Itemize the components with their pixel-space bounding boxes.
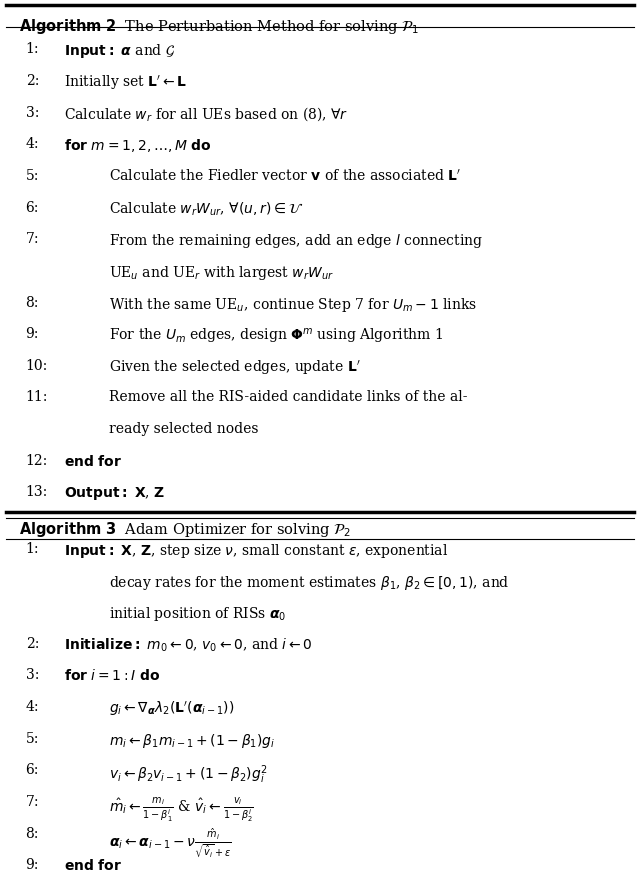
Text: 2:: 2:	[26, 636, 39, 650]
Text: ready selected nodes: ready selected nodes	[109, 422, 259, 436]
Text: 9:: 9:	[26, 327, 39, 341]
Text: $\boldsymbol{\alpha}_i \leftarrow \boldsymbol{\alpha}_{i-1} - \nu \frac{\hat{m}_: $\boldsymbol{\alpha}_i \leftarrow \bolds…	[109, 827, 232, 861]
Text: 1:: 1:	[26, 43, 39, 57]
Text: With the same UE$_u$, continue Step 7 for $U_m - 1$ links: With the same UE$_u$, continue Step 7 fo…	[109, 295, 477, 313]
Text: Initially set $\mathbf{L}' \leftarrow \mathbf{L}$: Initially set $\mathbf{L}' \leftarrow \m…	[64, 74, 187, 93]
Text: 6:: 6:	[26, 763, 39, 777]
Text: $\mathbf{Output:}$ $\mathbf{X}$, $\mathbf{Z}$: $\mathbf{Output:}$ $\mathbf{X}$, $\mathb…	[64, 485, 165, 502]
Text: $v_i \leftarrow \beta_2 v_{i-1} + (1 - \beta_2) g_i^2$: $v_i \leftarrow \beta_2 v_{i-1} + (1 - \…	[109, 763, 268, 786]
Text: 3:: 3:	[26, 669, 39, 683]
Text: 13:: 13:	[26, 485, 48, 499]
Text: 7:: 7:	[26, 232, 39, 246]
Text: Remove all the RIS-aided candidate links of the al-: Remove all the RIS-aided candidate links…	[109, 390, 467, 404]
Text: UE$_u$ and UE$_r$ with largest $w_r W_{ur}$: UE$_u$ and UE$_r$ with largest $w_r W_{u…	[109, 264, 334, 282]
Text: $\mathbf{Initialize:}$ $m_0 \leftarrow 0$, $v_0 \leftarrow 0$, and $i \leftarrow: $\mathbf{Initialize:}$ $m_0 \leftarrow 0…	[64, 636, 312, 654]
Text: 5:: 5:	[26, 732, 39, 746]
Text: 9:: 9:	[26, 858, 39, 872]
Text: 2:: 2:	[26, 74, 39, 88]
Text: initial position of RISs $\boldsymbol{\alpha}_0$: initial position of RISs $\boldsymbol{\a…	[109, 605, 286, 623]
Text: 10:: 10:	[26, 359, 48, 373]
Text: $\mathbf{end\ for}$: $\mathbf{end\ for}$	[64, 454, 122, 469]
Text: 4:: 4:	[26, 137, 39, 151]
Text: Given the selected edges, update $\mathbf{L}'$: Given the selected edges, update $\mathb…	[109, 359, 360, 377]
Text: $\bf{Algorithm\ 2}$  The Perturbation Method for solving $\mathcal{P}_1$: $\bf{Algorithm\ 2}$ The Perturbation Met…	[19, 17, 419, 36]
Text: 11:: 11:	[26, 390, 48, 404]
Text: $\mathbf{Input:}$ $\boldsymbol{\alpha}$ and $\mathcal{G}$: $\mathbf{Input:}$ $\boldsymbol{\alpha}$ …	[64, 43, 175, 60]
Text: $\mathbf{Input:}$ $\mathbf{X}$, $\mathbf{Z}$, step size $\nu$, small constant $\: $\mathbf{Input:}$ $\mathbf{X}$, $\mathbf…	[64, 542, 448, 560]
Text: $\mathbf{for}$ $i = 1 : I$ $\mathbf{do}$: $\mathbf{for}$ $i = 1 : I$ $\mathbf{do}$	[64, 669, 160, 684]
Text: decay rates for the moment estimates $\beta_1$, $\beta_2 \in [0, 1)$, and: decay rates for the moment estimates $\b…	[109, 574, 509, 592]
Text: $g_i \leftarrow \nabla_{\boldsymbol{\alpha}} \lambda_2(\mathbf{L}'(\boldsymbol{\: $g_i \leftarrow \nabla_{\boldsymbol{\alp…	[109, 700, 234, 718]
Text: 8:: 8:	[26, 295, 39, 310]
Text: Calculate $w_r$ for all UEs based on (8), $\forall r$: Calculate $w_r$ for all UEs based on (8)…	[64, 106, 348, 123]
Text: 3:: 3:	[26, 106, 39, 120]
Text: Calculate the Fiedler vector $\mathbf{v}$ of the associated $\mathbf{L}'$: Calculate the Fiedler vector $\mathbf{v}…	[109, 169, 461, 184]
Text: 8:: 8:	[26, 827, 39, 841]
Text: Calculate $w_r W_{ur}$, $\forall (u, r) \in \mathcal{U}$: Calculate $w_r W_{ur}$, $\forall (u, r) …	[109, 201, 303, 218]
Text: $\mathbf{for}$ $m = 1, 2, \ldots, M$ $\mathbf{do}$: $\mathbf{for}$ $m = 1, 2, \ldots, M$ $\m…	[64, 137, 212, 155]
Text: $\hat{m}_i \leftarrow \frac{m_i}{1-\beta_1^i}$ & $\hat{v}_i \leftarrow \frac{v_i: $\hat{m}_i \leftarrow \frac{m_i}{1-\beta…	[109, 795, 254, 823]
Text: $\bf{Algorithm\ 3}$  Adam Optimizer for solving $\mathcal{P}_2$: $\bf{Algorithm\ 3}$ Adam Optimizer for s…	[19, 520, 351, 540]
Text: 1:: 1:	[26, 542, 39, 556]
Text: 12:: 12:	[26, 454, 48, 468]
Text: 4:: 4:	[26, 700, 39, 714]
Text: $\mathbf{end\ for}$: $\mathbf{end\ for}$	[64, 858, 122, 873]
Text: From the remaining edges, add an edge $l$ connecting: From the remaining edges, add an edge $l…	[109, 232, 483, 251]
Text: 5:: 5:	[26, 169, 39, 183]
Text: $m_i \leftarrow \beta_1 m_{i-1} + (1 - \beta_1) g_i$: $m_i \leftarrow \beta_1 m_{i-1} + (1 - \…	[109, 732, 275, 750]
Text: 7:: 7:	[26, 795, 39, 809]
Text: 6:: 6:	[26, 201, 39, 215]
Text: For the $U_m$ edges, design $\boldsymbol{\Phi}^m$ using Algorithm 1: For the $U_m$ edges, design $\boldsymbol…	[109, 327, 443, 347]
